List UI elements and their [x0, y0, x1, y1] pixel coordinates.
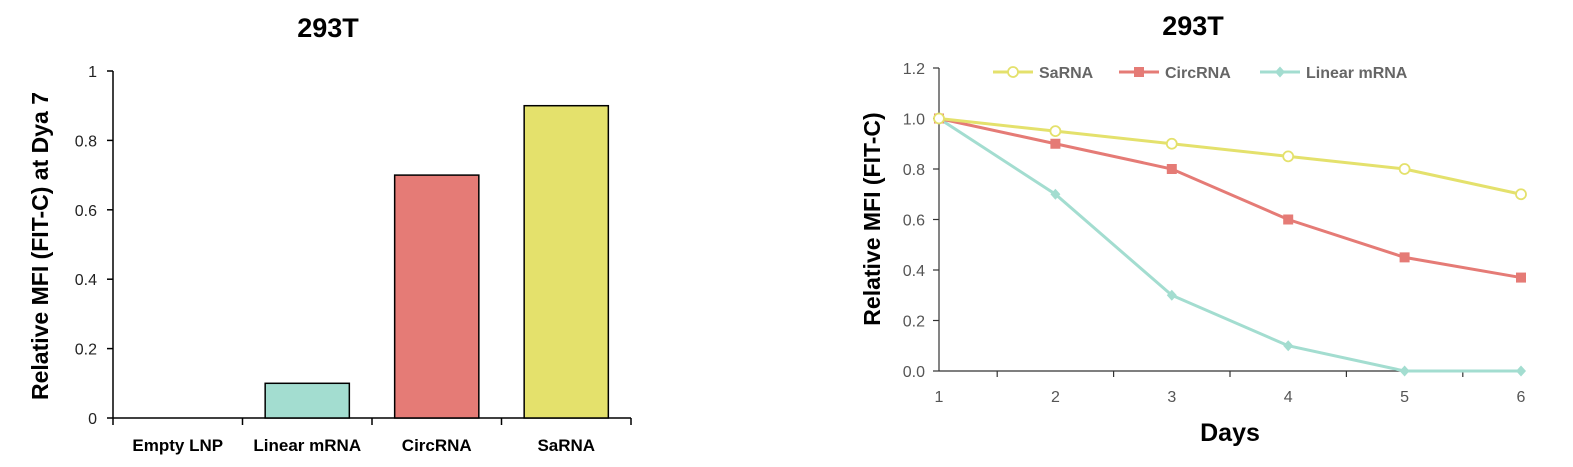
point-sarna	[1049, 125, 1062, 138]
legend-label-linear-mrna: Linear mRNA	[1306, 65, 1408, 82]
bar-y-tick-label: 0.6	[75, 203, 97, 220]
bar-category-label: Linear mRNA	[253, 436, 361, 455]
bar-y-tick-label: 0.2	[75, 342, 97, 359]
point-sarna	[1515, 188, 1527, 201]
bar-y-tick-label: 0.4	[75, 272, 97, 289]
point-linear-mrna	[1516, 365, 1526, 377]
point-linear-mrna	[1050, 188, 1061, 200]
point-circrna	[1166, 164, 1177, 174]
legend-label-circrna: CircRNA	[1165, 65, 1231, 82]
bar-y-tick-label: 0.8	[75, 133, 97, 150]
bar-chart: 293T Relative MFI (FIT-C) at Dya 7 0 0.2 0…	[27, 13, 632, 455]
series-line-linear-mrna	[938, 117, 1521, 373]
point-sarna	[1165, 137, 1178, 150]
bar-chart-y-axis-label: Relative MFI (FIT-C) at Dya 7	[27, 92, 53, 400]
bar-linear-mrna	[264, 382, 351, 419]
bar-y-tick-label: 1	[88, 64, 97, 81]
line-chart-y-axis-label: Relative MFI (FIT-C)	[859, 112, 885, 325]
line-x-tick-label: 2	[1051, 389, 1060, 406]
series-line-circrna	[938, 117, 1522, 280]
bar-chart-title: 293T	[297, 13, 359, 43]
line-y-tick-label: 1.2	[903, 61, 925, 78]
line-y-tick-label: 0.0	[903, 364, 925, 381]
legend-marker-circrna	[1134, 67, 1144, 77]
point-linear-mrna	[1399, 365, 1410, 377]
series-line-sarna	[938, 117, 1522, 196]
bar-category-label: Empty LNP	[132, 436, 223, 455]
line-y-tick-label: 0.2	[903, 314, 925, 331]
bar-circrna	[393, 174, 480, 419]
line-x-tick-label: 5	[1400, 389, 1409, 406]
line-y-tick-label: 1.0	[903, 112, 925, 129]
line-x-tick-label: 4	[1284, 389, 1293, 406]
point-sarna	[1398, 163, 1411, 175]
legend-marker-sarna	[1007, 66, 1019, 78]
point-linear-mrna	[1166, 289, 1177, 301]
point-linear-mrna	[1283, 340, 1294, 352]
line-chart-x-axis-label: Days	[1200, 419, 1260, 447]
line-x-tick-label: 6	[1517, 389, 1526, 406]
point-circrna	[1283, 214, 1294, 225]
line-y-tick-label: 0.8	[903, 162, 925, 179]
bar-category-label: CircRNA	[402, 436, 472, 455]
bar-y-tick-label: 0	[88, 411, 97, 428]
point-circrna	[1516, 272, 1526, 283]
legend-label-sarna: SaRNA	[1039, 65, 1094, 82]
line-x-tick-label: 3	[1167, 389, 1176, 406]
bar-category-label: SaRNA	[537, 436, 595, 455]
line-x-tick-label: 1	[935, 389, 944, 406]
legend-marker-linear-mrna	[1275, 66, 1285, 78]
point-sarna	[933, 112, 945, 125]
bar-sarna	[523, 104, 610, 419]
point-sarna	[1282, 150, 1295, 163]
point-circrna	[1399, 252, 1410, 263]
point-circrna	[1050, 138, 1061, 149]
line-chart: 293T Relative MFI (FIT-C) Days 0.0 0.2 0.4…	[859, 11, 1527, 447]
line-y-tick-label: 0.4	[903, 263, 925, 280]
line-y-tick-label: 0.6	[903, 213, 925, 230]
line-chart-title: 293T	[1162, 11, 1224, 41]
